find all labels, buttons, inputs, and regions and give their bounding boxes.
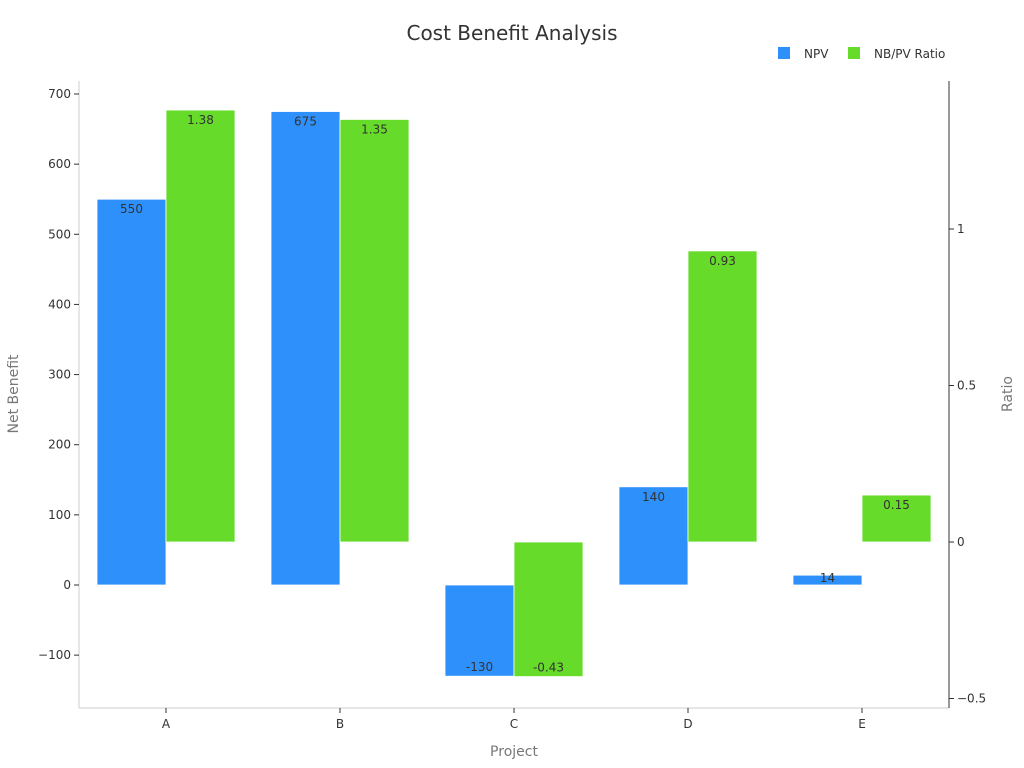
y-tick-label: 0 bbox=[63, 578, 71, 592]
y-axis-label: Net Benefit bbox=[6, 354, 22, 434]
data-label-nb-pv-ratio-d: 0.93 bbox=[709, 254, 736, 268]
legend-swatch-nb-pv-ratio bbox=[848, 47, 860, 59]
bar-npv-c bbox=[444, 584, 515, 677]
y2-tick-label: −0.5 bbox=[957, 692, 986, 706]
y-tick-label: 600 bbox=[48, 157, 71, 171]
x-axis-ticks: A B C D E bbox=[162, 708, 866, 731]
data-labels-layer: 550 675 -130 140 14 1.38 1.35 -0.43 0.93 0.15 bbox=[120, 113, 910, 675]
y-axis-ticks: −100 0 100 200 300 400 500 600 700 bbox=[38, 87, 79, 662]
data-label-nb-pv-ratio-c: -0.43 bbox=[533, 661, 564, 675]
bar-npv-a bbox=[96, 198, 167, 586]
data-label-npv-d: 140 bbox=[642, 490, 665, 504]
x-tick-label-d: D bbox=[683, 717, 692, 731]
x-axis-label: Project bbox=[490, 744, 538, 760]
y-tick-label: 200 bbox=[48, 438, 71, 452]
data-label-nb-pv-ratio-b: 1.35 bbox=[361, 122, 388, 136]
chart-title: Cost Benefit Analysis bbox=[406, 21, 617, 45]
bar-npv-d bbox=[618, 486, 689, 586]
x-tick-label-a: A bbox=[162, 717, 171, 731]
legend-label-npv: NPV bbox=[804, 47, 829, 61]
y2-axis-label: Ratio bbox=[1000, 376, 1016, 412]
legend-swatch-npv bbox=[778, 47, 790, 59]
data-label-npv-a: 550 bbox=[120, 202, 143, 216]
y-tick-label: 100 bbox=[48, 508, 71, 522]
y-tick-label: 700 bbox=[48, 87, 71, 101]
bar-npv-b bbox=[270, 111, 341, 586]
y2-axis-ticks: −0.5 0 0.5 1 bbox=[949, 222, 986, 706]
x-tick-label-b: B bbox=[336, 717, 344, 731]
y2-tick-label: 0 bbox=[957, 535, 965, 549]
data-label-nb-pv-ratio-e: 0.15 bbox=[883, 498, 910, 512]
y-tick-label: 300 bbox=[48, 368, 71, 382]
data-label-nb-pv-ratio-a: 1.38 bbox=[187, 113, 214, 127]
x-tick-label-c: C bbox=[510, 717, 518, 731]
y2-tick-label: 0.5 bbox=[957, 379, 976, 393]
legend: NPV NB/PV Ratio bbox=[778, 47, 945, 61]
bar-nb-pv-ratio-d bbox=[687, 250, 758, 543]
bar-npv-e bbox=[792, 574, 863, 586]
bar-nb-pv-ratio-e bbox=[861, 494, 932, 543]
y-tick-label: 500 bbox=[48, 227, 71, 241]
bars-layer bbox=[96, 109, 932, 677]
legend-label-nb-pv-ratio: NB/PV Ratio bbox=[874, 47, 945, 61]
data-label-npv-c: -130 bbox=[466, 660, 493, 674]
bar-nb-pv-ratio-c bbox=[513, 541, 584, 677]
y-tick-label: 400 bbox=[48, 297, 71, 311]
x-tick-label-e: E bbox=[858, 717, 866, 731]
data-label-npv-e: 14 bbox=[820, 571, 835, 585]
y-tick-label: −100 bbox=[38, 648, 71, 662]
y2-tick-label: 1 bbox=[957, 222, 965, 236]
bar-nb-pv-ratio-a bbox=[165, 109, 236, 543]
bar-nb-pv-ratio-b bbox=[339, 119, 410, 543]
data-label-npv-b: 675 bbox=[294, 115, 317, 129]
